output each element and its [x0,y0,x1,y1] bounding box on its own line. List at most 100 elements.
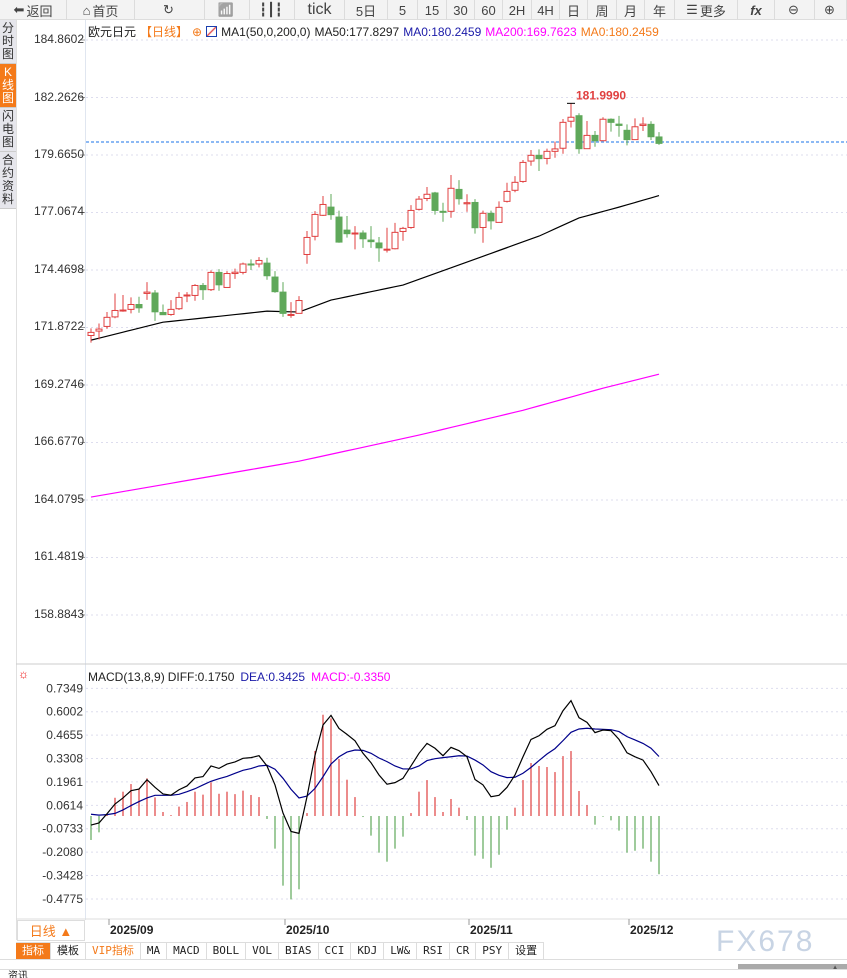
candle-body [135,304,143,309]
candle-body [615,123,623,126]
candle-body [383,248,391,251]
indicator-settings-icon[interactable] [206,26,218,37]
macd-axis-label: 0.1961 [46,775,83,789]
candle-body [343,229,351,235]
side-tab-0[interactable]: 分时图 [0,20,16,64]
indicator-tab-7[interactable]: BIAS [279,943,319,960]
toolbar-button-60[interactable]: 60 [475,0,503,20]
candle-body [407,209,415,228]
indicator-tab-9[interactable]: KDJ [351,943,385,960]
side-tabs: 分时图 K线图 闪电图 合约资料 [0,20,16,209]
side-tab-3[interactable]: 合约资料 [0,152,16,209]
candle-body [271,276,279,293]
indicator-tab-11[interactable]: RSI [417,943,450,960]
macd-legend: MACD(13,8,9) DIFF:0.1750 DEA:0.3425 MACD… [88,670,390,684]
candle-body [583,134,591,150]
candle-body [151,292,159,313]
indicator-tab-2[interactable]: VIP指标 [86,943,141,960]
toolbar-button-月[interactable]: 月 [617,0,645,20]
candle-body [119,309,127,312]
candle-body [303,236,311,255]
candle-body [623,129,631,141]
date-axis-label: 2025/09 [110,923,154,937]
toolbar-button-refresh[interactable]: ↻ [135,0,205,20]
toolbar-button-15[interactable]: 15 [418,0,447,20]
candle-body [455,188,463,200]
candle-body [487,212,495,222]
toolbar-button-5[interactable]: 5 [388,0,418,20]
price-axis-label: 166.6770 [33,434,84,449]
macd-diff: DIFF:0.1750 [167,670,235,684]
indicator-tab-8[interactable]: CCI [319,943,352,960]
candle-body [415,198,423,210]
toolbar-button-indicator-chart[interactable]: 📶 [205,0,250,20]
toolbar-button-2H[interactable]: 2H [503,0,532,20]
indicator-tab-3[interactable]: MA [141,943,168,960]
date-axis-label: 2025/12 [630,923,674,937]
toolbar-button-日[interactable]: 日 [560,0,588,20]
indicator-tab-14[interactable]: 设置 [509,943,545,960]
indicator-tab-13[interactable]: PSY [476,943,510,960]
toolbar-button-fx[interactable]: fx [738,0,775,20]
toolbar-button-返回[interactable]: ⬅ 返回 [0,0,67,20]
ma200-value: MA200:169.7623 [485,24,577,39]
toolbar-button-更多[interactable]: ☰ 更多 [675,0,738,20]
toolbar-button-周[interactable]: 周 [588,0,617,20]
crosshair-toggle-icon[interactable]: ⊕ [192,24,203,39]
candle-body [655,136,663,144]
candle-body [511,181,519,191]
indicator-tab-10[interactable]: LW& [384,943,418,960]
news-tab[interactable]: 资讯 [0,969,847,978]
horizontal-scrollbar[interactable] [0,959,847,965]
toolbar-button-zoom-out[interactable]: ⊖ [775,0,815,20]
candle-body [255,259,263,265]
toolbar-label: 年 [652,3,666,19]
price-axis-label: 179.6650 [33,146,84,161]
indicator-tab-12[interactable]: CR [450,943,477,960]
indicator-tab-1[interactable]: 模板 [51,943,86,960]
indicator-chart-icon: 📶 [217,2,235,17]
candle-body [167,308,175,315]
candle-body [231,271,239,275]
candle-body [519,161,527,182]
toolbar-label: 周 [595,3,609,19]
period-button[interactable]: 日线 ▲ [17,920,85,941]
candle-body [631,126,639,141]
indicator-tab-4[interactable]: MACD [167,943,207,960]
candle-body [95,328,103,332]
candle-body [223,273,231,288]
indicator-tab-6[interactable]: VOL [246,943,279,960]
candlestick-icon: ┇┃┇ [259,2,283,17]
macd-settings-icon[interactable]: ☼ [18,667,29,681]
symbol-name: 欧元日元 [88,25,137,39]
toolbar-button-5日[interactable]: 5日 [345,0,388,20]
macd-axis-label: -0.3428 [42,869,83,883]
period-label: 【日线】 [140,25,189,39]
toolbar-label: 30 [453,2,468,18]
side-tab-2[interactable]: 闪电图 [0,108,16,152]
candle-body [431,192,439,211]
ma0-value: MA0:180.2459 [403,24,482,39]
toolbar-button-首页[interactable]: ⌂ 首页 [67,0,135,20]
zoom-in-icon: ⊕ [824,2,835,17]
toolbar-button-年[interactable]: 年 [645,0,675,20]
indicator-tab-5[interactable]: BOLL [207,943,247,960]
candle-body [423,193,431,199]
ma-indicator-name: MA1(50,0,200,0) [221,24,311,39]
axis-divider [85,20,86,920]
side-tab-1[interactable]: K线图 [0,64,16,108]
toolbar-button-30[interactable]: 30 [447,0,475,20]
candle-body [647,123,655,138]
toolbar-label: 返回 [26,3,53,19]
candle-body [143,291,151,294]
toolbar-button-4H[interactable]: 4H [532,0,560,20]
toolbar-button-candlestick[interactable]: ┇┃┇ [250,0,295,20]
toolbar-button-tick[interactable]: tick [295,0,345,20]
indicator-tab-0[interactable]: 指标 [16,943,51,960]
candle-body [535,154,543,160]
date-axis-label: 2025/10 [286,923,330,937]
toolbar-label: tick [307,1,332,18]
chart-legend: 欧元日元 【日线】 ⊕ MA1(50,0,200,0) MA50:177.829… [88,23,659,40]
scrollbar-thumb[interactable]: ▲ [738,963,847,972]
